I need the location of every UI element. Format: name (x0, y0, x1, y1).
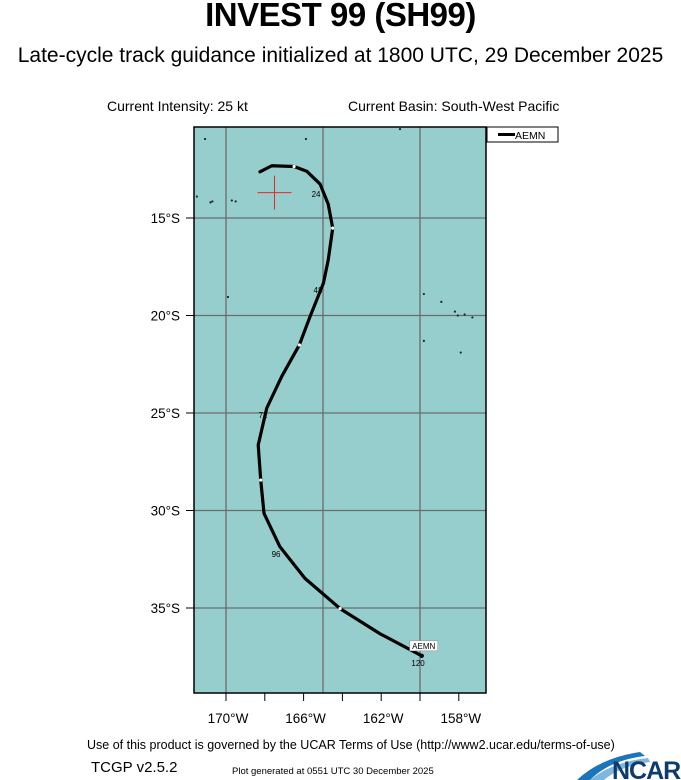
island-dot (459, 351, 462, 354)
track-marker (259, 478, 263, 482)
map-frame (193, 126, 487, 694)
legend-box (486, 126, 559, 143)
track-marker (338, 606, 342, 611)
island-dot (398, 127, 402, 131)
island-dot (463, 313, 466, 316)
ocean-background (194, 127, 486, 693)
terms-of-use-text: Use of this product is governed by the U… (87, 738, 615, 752)
track-marker (331, 226, 335, 230)
x-tick-label: 170°W (208, 711, 249, 726)
island-dot (203, 137, 207, 141)
y-tick-label: 35°S (151, 601, 180, 616)
generated-timestamp: Plot generated at 0551 UTC 30 December 2… (232, 766, 434, 777)
island-dot (456, 314, 459, 317)
x-tick-label: 158°W (440, 711, 481, 726)
island-dot (234, 200, 237, 203)
ncar-logo-swoosh (577, 752, 645, 780)
forecast-hour-label: 72 (259, 411, 268, 420)
ncar-logo: NCAR (577, 752, 681, 780)
map-content: 24 48 72 96 120 AEMN (194, 127, 486, 693)
island-dot (422, 339, 425, 342)
y-tick-label: 25°S (151, 406, 180, 421)
island-dot (453, 310, 457, 313)
island-dot (226, 295, 230, 299)
island-dot (304, 137, 308, 141)
current-intensity: Current Intensity: 25 kt (107, 98, 248, 114)
plot-title: INVEST 99 (SH99) (205, 0, 476, 33)
track-marker (297, 343, 301, 347)
x-tick-label: 162°W (363, 711, 404, 726)
track-marker (292, 164, 296, 169)
island-dot (440, 300, 443, 303)
forecast-hour-label: 48 (314, 286, 323, 295)
y-tick-label: 20°S (151, 309, 180, 324)
end-label-box (409, 640, 439, 652)
forecast-hour-label: 96 (272, 550, 281, 559)
island-dot (209, 201, 212, 204)
y-tick-label: 15°S (151, 211, 180, 226)
current-basin: Current Basin: South-West Pacific (348, 98, 560, 114)
version-label: TCGP v2.5.2 (91, 759, 178, 776)
island-dot (195, 195, 198, 198)
legend-entry-label: AEMN (515, 130, 545, 142)
island-dot (471, 316, 474, 319)
forecast-hour-label: 120 (411, 659, 425, 668)
end-label: AEMN (412, 642, 435, 651)
x-tick-label: 166°W (285, 711, 326, 726)
island-dot (230, 199, 233, 202)
ncar-logo-swoosh (590, 758, 650, 780)
y-tick-label: 30°S (151, 504, 180, 519)
forecast-hour-label: 24 (312, 190, 321, 199)
island-dot (211, 200, 214, 203)
ncar-logo-text: NCAR (612, 757, 681, 780)
island-dot (422, 292, 425, 296)
track-end-point (419, 653, 424, 658)
plot-subtitle: Late-cycle track guidance initialized at… (17, 44, 664, 67)
